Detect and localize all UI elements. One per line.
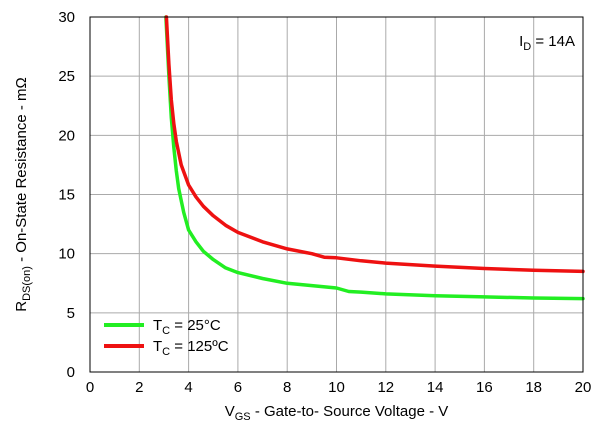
x-axis-label: VGS - Gate-to- Source Voltage - V: [225, 403, 449, 423]
tick-labels: 0 2 4 6 8 10 12 14 16 18 20 0 5 10 15 20 25 30: [58, 9, 591, 396]
x-tick-label-14: 14: [427, 379, 444, 396]
x-tick-label-16: 16: [476, 379, 493, 396]
y-tick-label-25: 25: [58, 68, 75, 85]
x-tick-label-6: 6: [234, 379, 242, 396]
legend-label-125c: TC = 125ºC: [153, 338, 229, 358]
series-line-25c: [164, 15, 585, 301]
y-axis-label: RDS(on) - On-State Resistance - mΩ: [13, 77, 33, 311]
y-tick-label-0: 0: [67, 364, 75, 381]
grid-lines: [90, 17, 583, 372]
legend: TC = 25°C TC = 125ºC: [104, 317, 229, 358]
series-layer: [164, 15, 585, 301]
y-tick-label-20: 20: [58, 127, 75, 144]
x-tick-label-20: 20: [575, 379, 592, 396]
x-tick-label-0: 0: [86, 379, 94, 396]
x-tick-label-8: 8: [283, 379, 291, 396]
x-tick-label-18: 18: [525, 379, 542, 396]
series-line-125c: [164, 15, 585, 274]
x-tick-label-4: 4: [184, 379, 192, 396]
current-annotation: ID = 14A: [519, 33, 575, 53]
plot-frame: [89, 16, 584, 373]
x-tick-label-10: 10: [328, 379, 345, 396]
legend-label-25c: TC = 25°C: [153, 317, 221, 337]
x-tick-label-12: 12: [377, 379, 394, 396]
y-tick-label-10: 10: [58, 246, 75, 263]
y-tick-label-15: 15: [58, 187, 75, 204]
y-tick-label-30: 30: [58, 9, 75, 26]
x-tick-label-2: 2: [135, 379, 143, 396]
y-tick-label-5: 5: [67, 305, 75, 322]
